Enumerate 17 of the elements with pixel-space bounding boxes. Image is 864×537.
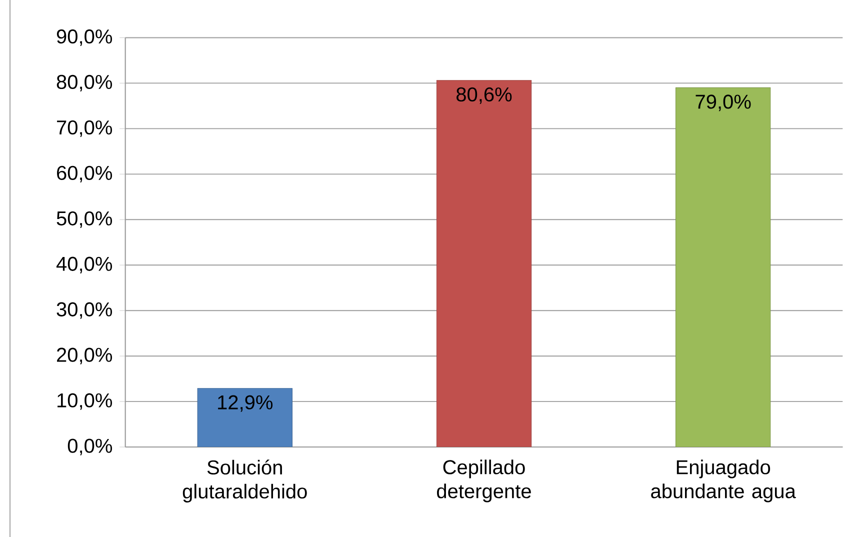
- x-tick-label: Cepillado detergente: [437, 460, 531, 502]
- y-tick-label: 0,0%: [68, 438, 112, 456]
- data-label: 79,0%: [696, 94, 751, 112]
- y-tick-label: 60,0%: [57, 166, 112, 182]
- y-tick-label: 30,0%: [56, 302, 112, 319]
- x-tick-label: Enjuagado abundante agua: [651, 460, 796, 502]
- data-label: 12,9%: [218, 395, 273, 412]
- bar: [676, 87, 771, 448]
- y-tick-label: 10,0%: [58, 393, 112, 410]
- y-tick-label: 50,0%: [56, 211, 112, 228]
- y-tick-label: 70,0%: [57, 120, 112, 137]
- y-tick-label: 40,0%: [56, 256, 112, 274]
- y-tick-label: 90,0%: [56, 29, 112, 46]
- data-label: 80,6%: [456, 87, 512, 104]
- y-tick-label: 20,0%: [57, 348, 112, 364]
- y-tick-label: 80,0%: [56, 74, 112, 92]
- x-tick-label: Solución glutaraldehido: [182, 460, 307, 502]
